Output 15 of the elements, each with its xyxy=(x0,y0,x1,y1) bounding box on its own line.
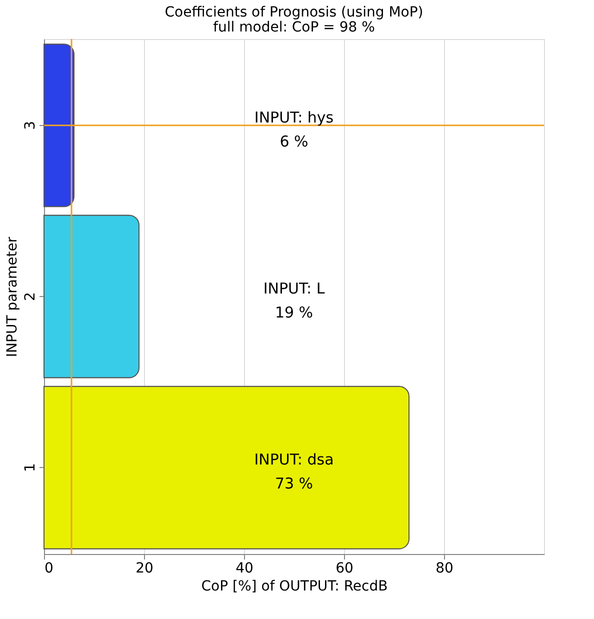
y-tick-label: 3 xyxy=(22,120,38,130)
y-tick-label: 2 xyxy=(22,292,38,301)
x-tick-label: 60 xyxy=(336,560,354,576)
x-tick-label: 20 xyxy=(136,560,154,576)
chart-subtitle: full model: CoP = 98 % xyxy=(213,19,375,36)
x-tick-label: 80 xyxy=(436,560,454,576)
x-axis-title: CoP [%] of OUTPUT: RecdB xyxy=(201,578,388,594)
x-tick-label: 40 xyxy=(236,560,254,576)
y-axis-title: INPUT parameter xyxy=(4,236,20,358)
chart-title: Coefficients of Prognosis (using MoP) xyxy=(164,4,424,20)
y-tick-label: 1 xyxy=(22,463,38,472)
annotation: INPUT: hys 6 % xyxy=(254,108,334,150)
x-tick-label: 0 xyxy=(44,560,54,576)
annotation: INPUT: dsa 73 % xyxy=(254,450,334,493)
annotation: INPUT: L 19 % xyxy=(263,280,326,322)
